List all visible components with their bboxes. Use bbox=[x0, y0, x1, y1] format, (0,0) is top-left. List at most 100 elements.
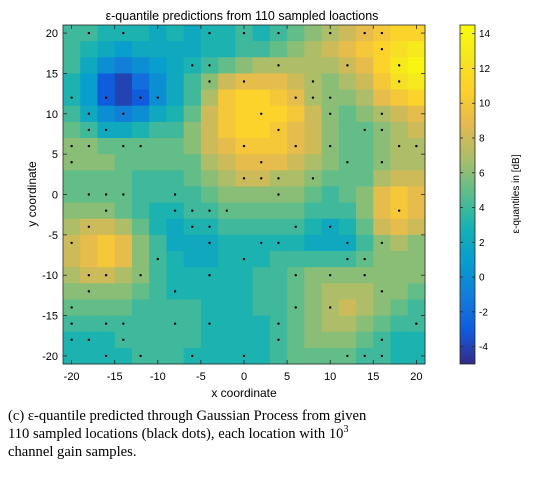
colorbar bbox=[459, 24, 476, 365]
heatmap-cell bbox=[356, 73, 374, 90]
heatmap-cell bbox=[304, 251, 322, 268]
heatmap-cell bbox=[149, 138, 167, 155]
sample-point bbox=[191, 354, 194, 358]
heatmap-cell bbox=[183, 251, 202, 268]
heatmap-cell bbox=[287, 41, 305, 58]
heatmap-cell bbox=[183, 138, 202, 155]
y-tick-label: 0 bbox=[52, 190, 58, 202]
sample-point bbox=[294, 225, 297, 228]
heatmap-cell bbox=[235, 234, 254, 252]
heatmap-cell bbox=[252, 299, 271, 316]
y-tick-label: 20 bbox=[46, 28, 58, 40]
sample-point bbox=[87, 225, 91, 228]
sample-point bbox=[87, 112, 91, 115]
heatmap-cell bbox=[407, 218, 426, 236]
sample-point bbox=[104, 322, 108, 325]
sample-point bbox=[311, 177, 315, 180]
sample-point bbox=[260, 112, 263, 115]
heatmap-cell bbox=[287, 283, 305, 300]
sample-point bbox=[104, 274, 108, 277]
heatmap-cell bbox=[235, 331, 254, 349]
heatmap-cell bbox=[304, 105, 322, 123]
heatmap-cell bbox=[407, 186, 426, 203]
heatmap-cell bbox=[321, 121, 340, 139]
sample-point bbox=[87, 274, 91, 277]
heatmap-cell bbox=[252, 89, 271, 107]
heatmap-cell bbox=[235, 89, 254, 107]
heatmap-cell bbox=[97, 25, 116, 42]
colorbar-tick-label: 8 bbox=[479, 134, 485, 145]
heatmap-cell bbox=[356, 234, 374, 252]
heatmap-cell bbox=[304, 57, 322, 74]
heatmap-cell bbox=[373, 299, 391, 316]
heatmap-cell bbox=[200, 299, 219, 316]
heatmap-cell bbox=[373, 73, 391, 90]
heatmap-cell bbox=[235, 186, 254, 203]
heatmap-cell bbox=[183, 41, 202, 58]
heatmap-cell bbox=[131, 315, 150, 333]
y-tick-label: -5 bbox=[48, 230, 58, 242]
y-axis-label: y coordinate bbox=[25, 161, 39, 227]
heatmap-cell bbox=[183, 283, 202, 300]
sample-point bbox=[397, 209, 401, 212]
heatmap-cell bbox=[235, 267, 254, 284]
heatmap-cell bbox=[356, 105, 374, 123]
sample-point bbox=[122, 112, 125, 115]
heatmap-cell bbox=[407, 234, 426, 252]
heatmap-cell bbox=[321, 73, 340, 90]
heatmap-cell bbox=[218, 186, 236, 203]
heatmap-cell bbox=[338, 105, 357, 123]
heatmap-cell bbox=[97, 331, 116, 349]
heatmap-cell bbox=[200, 121, 219, 139]
heatmap-cell bbox=[338, 121, 357, 139]
heatmap-cell bbox=[166, 121, 185, 139]
heatmap-cell bbox=[373, 57, 391, 74]
heatmap-cell bbox=[304, 331, 322, 349]
x-axis-label: x coordinate bbox=[211, 386, 277, 400]
heatmap-cell bbox=[235, 202, 254, 220]
sample-point bbox=[156, 96, 160, 99]
sample-point bbox=[397, 80, 401, 83]
heatmap-cell bbox=[218, 267, 236, 284]
colorbar-tick-label: 12 bbox=[479, 64, 491, 75]
heatmap-cell bbox=[269, 89, 288, 107]
heatmap-cell bbox=[235, 41, 254, 58]
caption-line-2: 110 sampled locations (black dots), each… bbox=[8, 424, 349, 443]
sample-point bbox=[242, 177, 246, 180]
sample-point bbox=[139, 274, 142, 277]
heatmap-cell bbox=[269, 41, 288, 58]
heatmap-cell bbox=[149, 41, 167, 58]
heatmap-cell bbox=[97, 154, 116, 171]
y-tick-label: 5 bbox=[52, 149, 58, 161]
heatmap-cell bbox=[269, 154, 288, 171]
sample-point bbox=[380, 338, 384, 341]
sample-point bbox=[208, 80, 211, 83]
sample-point bbox=[311, 96, 315, 99]
sample-point bbox=[328, 225, 332, 228]
heatmap-cell bbox=[218, 283, 236, 300]
x-tick-label: 5 bbox=[284, 371, 290, 383]
heatmap-cell bbox=[390, 347, 409, 365]
heatmap-cell bbox=[338, 218, 357, 236]
chart-title: ε-quantile predictions from 110 sampled … bbox=[106, 9, 379, 23]
heatmap-cell bbox=[149, 57, 167, 74]
heatmap-cell bbox=[407, 331, 426, 349]
colorbar-tick-label: 4 bbox=[479, 203, 485, 214]
sample-point bbox=[242, 257, 246, 261]
x-axis: -20 -15 -10 -5 0 5 10 15 20 bbox=[64, 25, 423, 383]
heatmap-cell bbox=[131, 25, 150, 42]
sample-point bbox=[87, 338, 91, 341]
heatmap-cell bbox=[407, 57, 426, 74]
sample-point bbox=[87, 193, 91, 196]
heatmap-cell bbox=[149, 121, 167, 139]
heatmap-cell bbox=[390, 105, 409, 123]
sample-point bbox=[173, 290, 177, 293]
heatmap-cell bbox=[183, 186, 202, 203]
heatmap-cell bbox=[390, 186, 409, 203]
heatmap-cell bbox=[149, 347, 167, 365]
heatmap-cell bbox=[287, 73, 305, 90]
sample-point bbox=[208, 241, 211, 245]
x-tick-label: -20 bbox=[64, 371, 80, 383]
heatmap-cell bbox=[287, 121, 305, 139]
heatmap-cell bbox=[338, 186, 357, 203]
